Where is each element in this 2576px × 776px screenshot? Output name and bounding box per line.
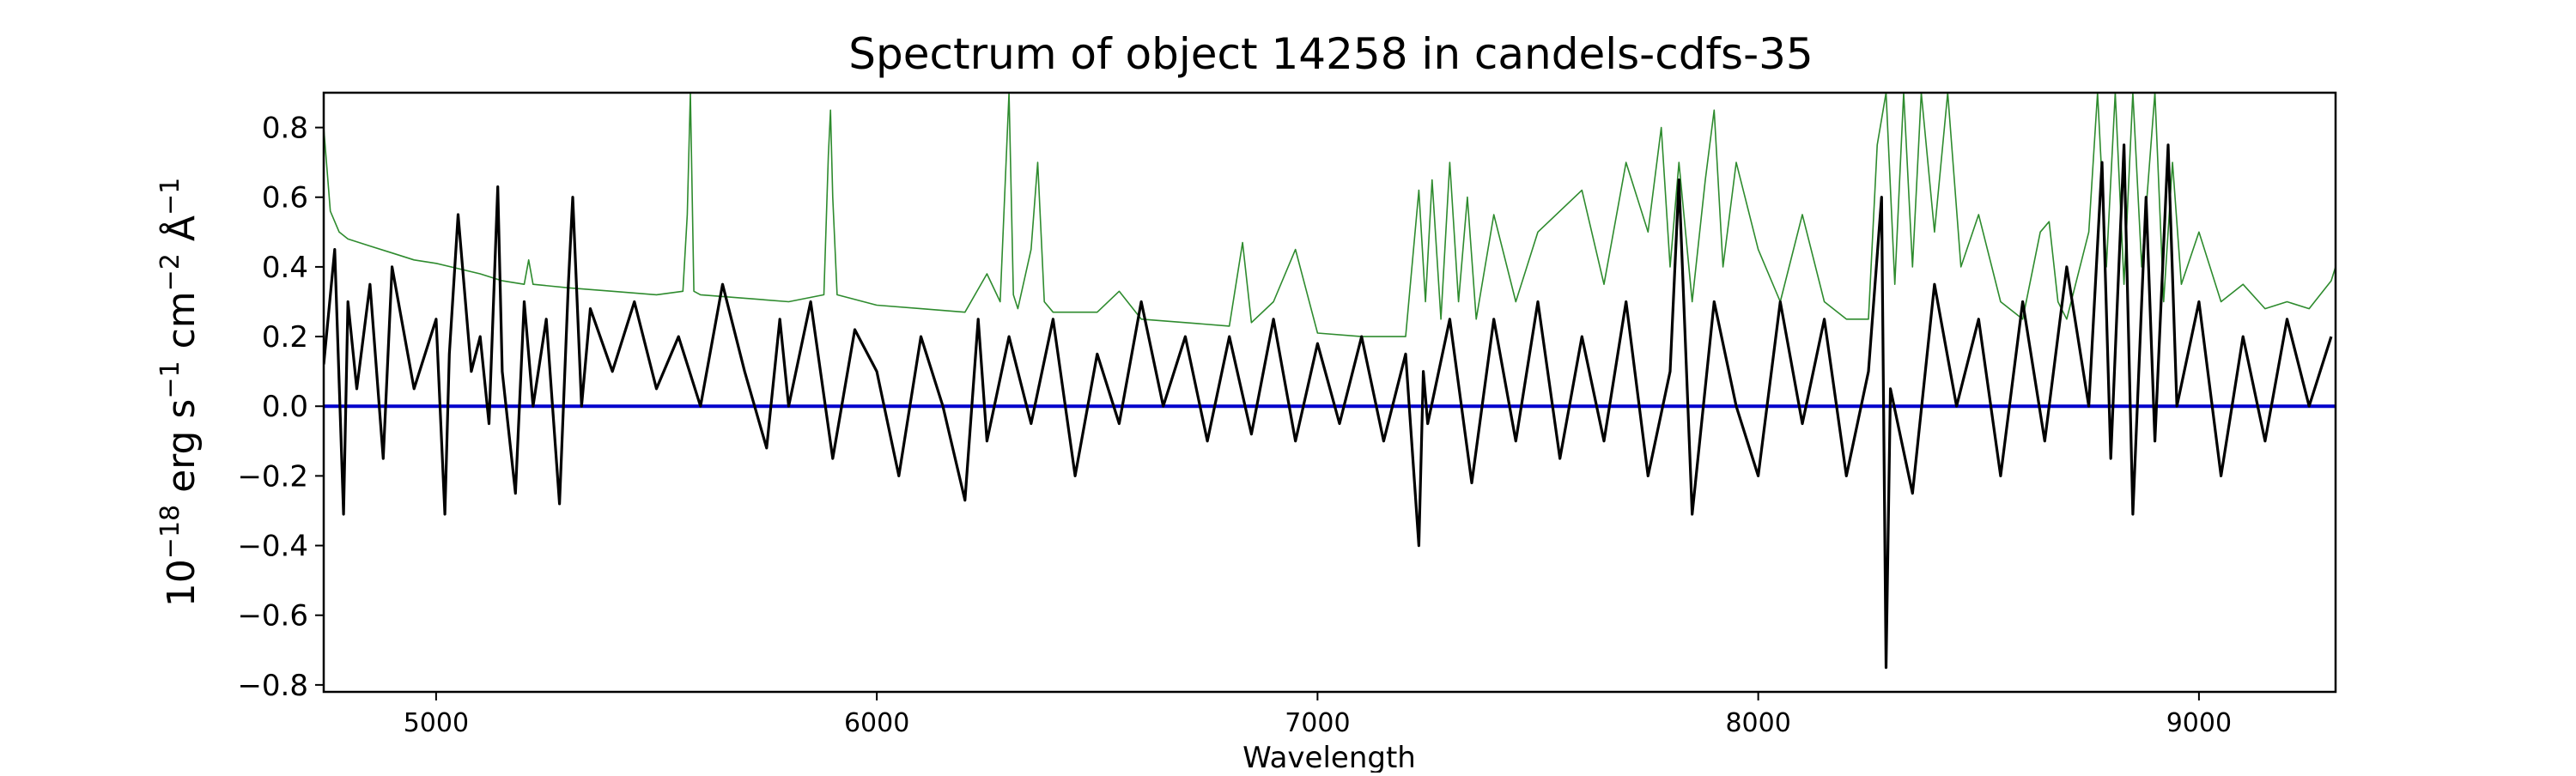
y-tick-label: 0.4 bbox=[262, 251, 308, 285]
y-label-exponent: −18 bbox=[155, 505, 185, 559]
chart-title: Spectrum of object 14258 in candels-cdfs… bbox=[848, 29, 1814, 79]
y-tick-label: 0.8 bbox=[262, 112, 308, 146]
y-label-part: 10 bbox=[160, 559, 204, 607]
x-tick-label: 8000 bbox=[1725, 708, 1790, 738]
plot-frame bbox=[322, 91, 2337, 694]
y-tick-label: −0.4 bbox=[237, 530, 308, 564]
y-tick-label: 0.2 bbox=[262, 320, 308, 355]
y-tick-label: −0.8 bbox=[237, 669, 308, 703]
flux-spectrum-line bbox=[324, 143, 2333, 670]
y-label-exponent: −2 bbox=[155, 253, 185, 291]
x-tick-label: 6000 bbox=[844, 708, 909, 738]
y-label-exponent: −1 bbox=[155, 361, 185, 398]
y-tick-label: 0.6 bbox=[262, 181, 308, 215]
x-axis: 5000 6000 7000 8000 9000 bbox=[404, 692, 2232, 738]
y-label-part: erg s bbox=[160, 399, 204, 505]
y-label-part: cm bbox=[160, 291, 204, 361]
y-axis: −0.8 −0.6 −0.4 −0.2 0.0 0.2 0.4 0.6 0.8 bbox=[237, 112, 324, 703]
y-tick-label: −0.2 bbox=[237, 459, 308, 494]
y-axis-label: 10−18 erg s−1 cm−2 Å−1 bbox=[155, 178, 204, 607]
x-tick-label: 9000 bbox=[2166, 708, 2232, 738]
x-tick-label: 5000 bbox=[404, 708, 469, 738]
y-label-part: Å bbox=[158, 215, 204, 253]
plot-area bbox=[322, 91, 2337, 694]
noise-spectrum-line bbox=[324, 93, 2336, 337]
x-axis-label: Wavelength bbox=[1242, 741, 1416, 773]
y-tick-label: −0.6 bbox=[237, 599, 308, 634]
x-tick-label: 7000 bbox=[1285, 708, 1350, 738]
y-label-exponent: −1 bbox=[155, 178, 185, 215]
y-tick-label: 0.0 bbox=[262, 390, 308, 424]
